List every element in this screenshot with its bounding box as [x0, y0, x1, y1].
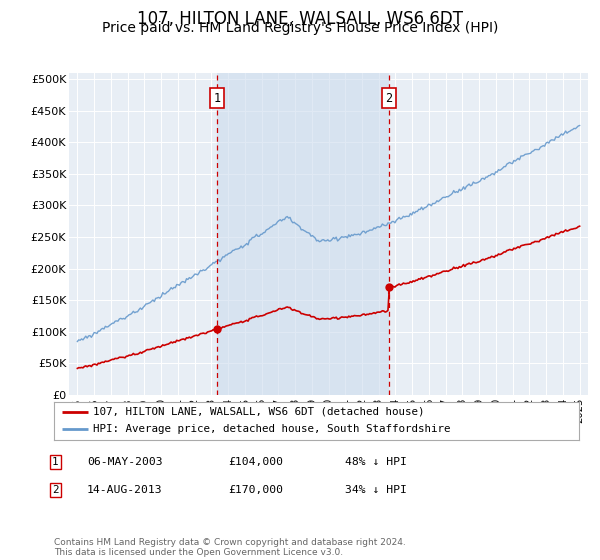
Text: 107, HILTON LANE, WALSALL, WS6 6DT (detached house): 107, HILTON LANE, WALSALL, WS6 6DT (deta… [94, 407, 425, 417]
Text: 1: 1 [52, 457, 58, 467]
Text: 48% ↓ HPI: 48% ↓ HPI [345, 457, 407, 467]
Bar [217, 73, 389, 395]
Text: £104,000: £104,000 [228, 457, 283, 467]
Text: 1: 1 [214, 91, 221, 105]
Text: 2: 2 [386, 91, 392, 105]
Text: 2: 2 [52, 485, 58, 495]
Text: HPI: Average price, detached house, South Staffordshire: HPI: Average price, detached house, Sout… [94, 424, 451, 435]
Text: Price paid vs. HM Land Registry's House Price Index (HPI): Price paid vs. HM Land Registry's House … [102, 21, 498, 35]
Text: £170,000: £170,000 [228, 485, 283, 495]
Text: 34% ↓ HPI: 34% ↓ HPI [345, 485, 407, 495]
Text: 107, HILTON LANE, WALSALL, WS6 6DT: 107, HILTON LANE, WALSALL, WS6 6DT [137, 10, 463, 28]
Text: 06-MAY-2003: 06-MAY-2003 [87, 457, 163, 467]
Text: 14-AUG-2013: 14-AUG-2013 [87, 485, 163, 495]
Text: Contains HM Land Registry data © Crown copyright and database right 2024.
This d: Contains HM Land Registry data © Crown c… [54, 538, 406, 557]
